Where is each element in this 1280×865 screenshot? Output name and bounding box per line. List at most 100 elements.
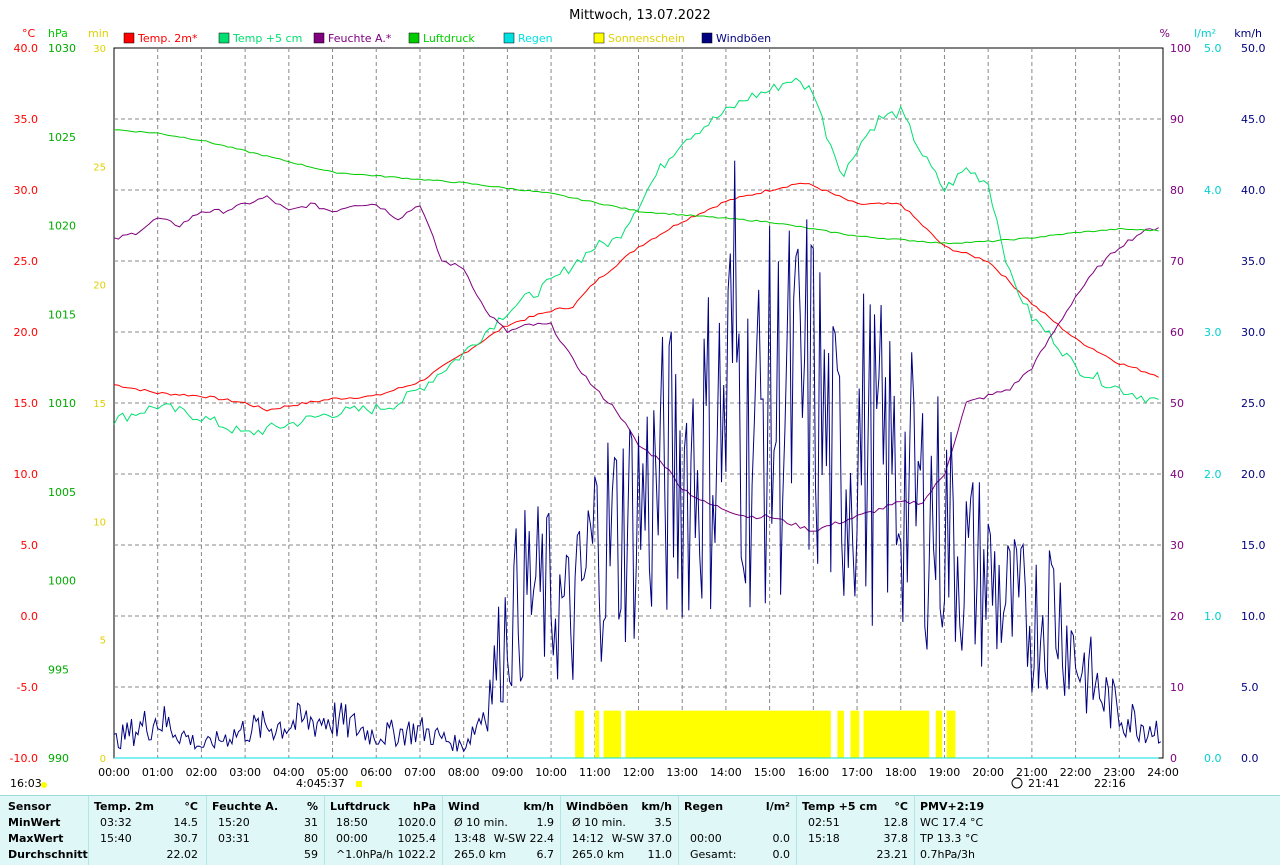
tick-x: 09:00 [492, 766, 524, 779]
table-cell-time: 00:00 [690, 832, 722, 845]
table-cell-value: 1.9 [536, 816, 555, 829]
table-cell-value: 12.8 [883, 816, 909, 829]
legend-swatch [123, 32, 135, 44]
tick-temp: -5.0 [17, 681, 38, 694]
tick-hum: 60 [1170, 326, 1184, 339]
legend-swatch [503, 32, 515, 44]
moon-icon [1011, 777, 1023, 789]
table-row-label: MinWert [8, 816, 61, 829]
table-separator [88, 796, 89, 865]
table-cell-time: 03:32 [100, 816, 132, 829]
tick-wind: 0.0 [1241, 752, 1259, 765]
tick-x: 01:00 [142, 766, 174, 779]
table-header-unit: °C [184, 800, 198, 813]
tick-hum: 10 [1170, 681, 1184, 694]
table-cell-value: 37.8 [883, 832, 909, 845]
tick-hum: 30 [1170, 539, 1184, 552]
tick-x: 08:00 [448, 766, 480, 779]
axis-unit-sun: min [88, 27, 109, 40]
table-cell-value: 0.0 [772, 832, 791, 845]
table-cell-value: 59 [304, 848, 318, 861]
tick-x: 17:00 [841, 766, 873, 779]
tick-hum: 90 [1170, 113, 1184, 126]
series-windb-en [113, 160, 1162, 753]
tick-wind: 45.0 [1241, 113, 1266, 126]
table-header-unit: km/h [641, 800, 672, 813]
tick-temp: 0.0 [21, 610, 39, 623]
chart-title: Mittwoch, 13.07.2022 [569, 8, 711, 23]
tick-rain: 0.0 [1204, 752, 1222, 765]
tick-rain: 2.0 [1204, 468, 1222, 481]
table-cell-value: 1025.4 [397, 832, 437, 845]
tick-wind: 40.0 [1241, 184, 1266, 197]
tick-rain: 5.0 [1204, 42, 1222, 55]
tick-press: 1030 [48, 42, 76, 55]
tick-sun: 20 [93, 281, 106, 292]
table-header: PMV+2:19 [920, 800, 985, 813]
tick-x: 06:00 [360, 766, 392, 779]
tick-press: 1010 [48, 397, 76, 410]
tick-x: 03:00 [229, 766, 261, 779]
table-cell-value: 14.5 [173, 816, 199, 829]
table-header-unit: km/h [523, 800, 554, 813]
tick-temp: 30.0 [14, 184, 39, 197]
table-cell-value: 0.0 [772, 848, 791, 861]
tick-temp: 5.0 [21, 539, 39, 552]
axis-unit-wind: km/h [1234, 27, 1262, 40]
table-header: Luftdruck [330, 800, 390, 813]
table-separator [560, 796, 561, 865]
table-cell-value: 1020.0 [397, 816, 437, 829]
tick-press: 1005 [48, 486, 76, 499]
tick-wind: 50.0 [1241, 42, 1266, 55]
table-header: Regen [684, 800, 724, 813]
table-cell-time: ^1.0hPa/h [336, 848, 394, 861]
legend-swatch [218, 32, 230, 44]
table-cell-value: 80 [304, 832, 318, 845]
legend-label: Windböen [716, 32, 771, 45]
table-cell-value: 3.5 [654, 816, 673, 829]
tick-wind: 30.0 [1241, 326, 1266, 339]
legend-label: Sonnenschein [608, 32, 685, 45]
sun-marker [41, 782, 47, 788]
tick-sun: 15 [93, 399, 106, 410]
tick-sun: 0 [100, 754, 106, 765]
table-row-label: Durchschnitt [8, 848, 88, 861]
table-cell-time: 265.0 km [454, 848, 507, 861]
table-cell-value: 30.7 [173, 832, 199, 845]
tick-rain: 4.0 [1204, 184, 1222, 197]
legend-label: Luftdruck [423, 32, 475, 45]
table-separator [796, 796, 797, 865]
tick-hum: 0 [1170, 752, 1177, 765]
table-cell-time: 15:40 [100, 832, 132, 845]
tick-x: 21:00 [1016, 766, 1048, 779]
series-luftdruck [113, 129, 1159, 245]
tick-press: 1015 [48, 308, 76, 321]
tick-x: 13:00 [666, 766, 698, 779]
annotation-moonrise2: 22:16 [1094, 777, 1126, 790]
tick-press: 1025 [48, 131, 76, 144]
table-cell-time: 02:51 [808, 816, 840, 829]
tick-rain: 1.0 [1204, 610, 1222, 623]
tick-hum: 80 [1170, 184, 1184, 197]
table-cell-value: 31 [304, 816, 318, 829]
table-cell-time: 265.0 km [572, 848, 625, 861]
tick-x: 24:00 [1147, 766, 1179, 779]
table-header: Temp. 2m [94, 800, 154, 813]
table-header-unit: l/m² [765, 800, 790, 813]
table-cell-value: W-SW 37.0 [611, 832, 672, 845]
tick-press: 990 [48, 752, 69, 765]
sunshine-bar [837, 710, 844, 758]
table-cell-time: Ø 10 min. [572, 816, 626, 829]
series-temp-2m- [113, 182, 1159, 412]
annotation-left-time: 16:03 [10, 777, 42, 790]
sunshine-bar [603, 710, 622, 758]
table-separator [678, 796, 679, 865]
tick-hum: 50 [1170, 397, 1184, 410]
table-separator [206, 796, 207, 865]
table-cell-time: Gesamt: [690, 848, 737, 861]
table-row-label: MaxWert [8, 832, 64, 845]
axis-unit-hum: % [1160, 27, 1170, 40]
table-cell-time: Ø 10 min. [454, 816, 508, 829]
tick-sun: 30 [93, 44, 106, 55]
table-header-unit: hPa [412, 800, 436, 813]
